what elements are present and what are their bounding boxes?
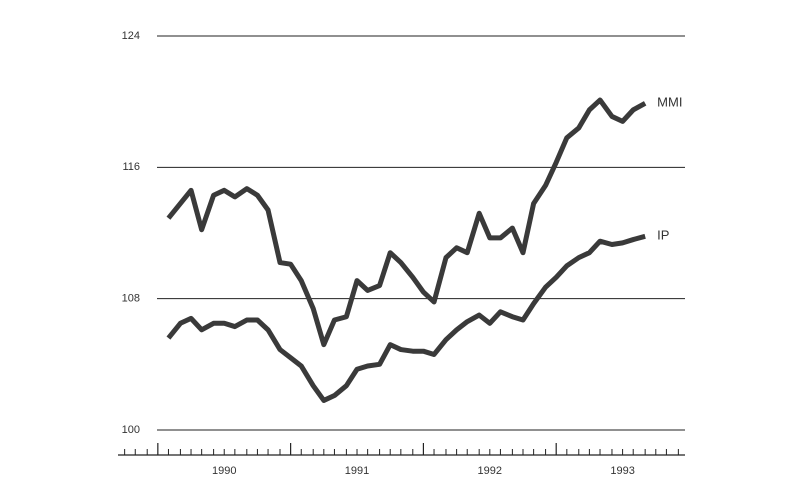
data-line: [166, 233, 646, 403]
x-tick-label: 1992: [478, 465, 502, 477]
data-line: [166, 97, 647, 348]
x-tick-label: 1990: [212, 465, 236, 477]
y-tick-label: 108: [122, 293, 140, 305]
x-tick-label: 1991: [345, 465, 369, 477]
y-tick-label: 100: [122, 424, 140, 436]
series-label: MMI: [657, 95, 682, 110]
x-tick-label: 1993: [610, 465, 634, 477]
y-tick-label: 124: [122, 30, 140, 42]
y-tick-label: 116: [122, 161, 140, 173]
series-label: IP: [657, 228, 669, 243]
